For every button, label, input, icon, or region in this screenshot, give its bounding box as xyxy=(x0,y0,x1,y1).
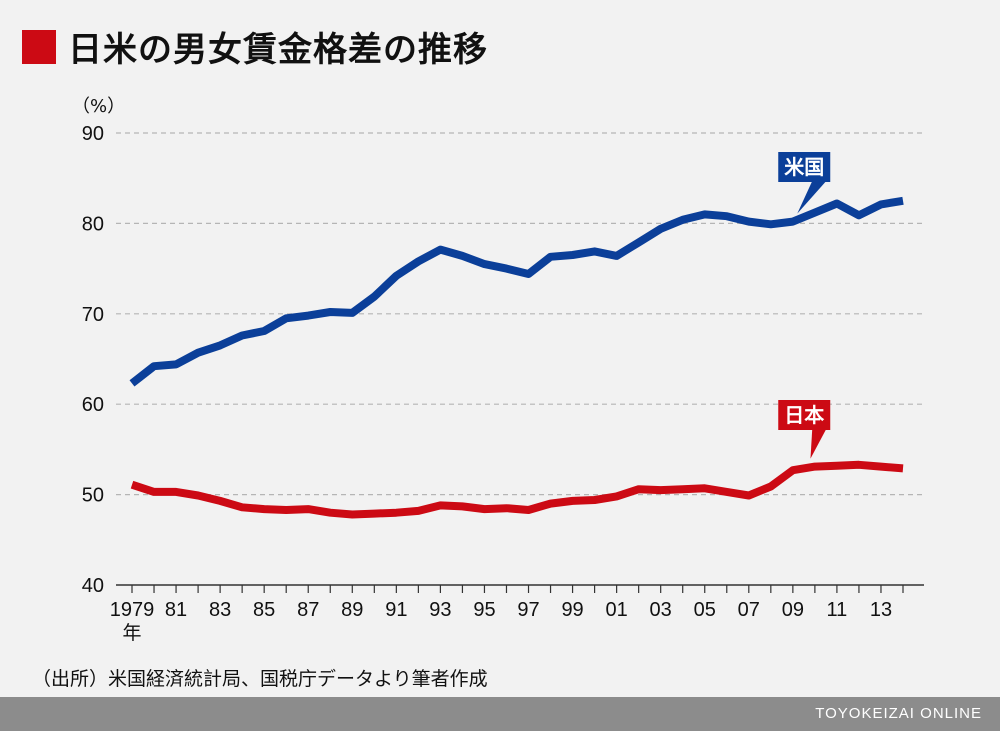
x-tick-label: 85 xyxy=(253,599,275,621)
x-tick-label: 91 xyxy=(385,599,407,621)
series-label-pointer xyxy=(810,429,827,459)
x-tick-label: 1979 xyxy=(110,599,155,621)
x-tick-label: 89 xyxy=(341,599,363,621)
x-tick-label: 83 xyxy=(209,599,231,621)
y-tick-label: 80 xyxy=(82,213,104,235)
x-tick-label: 11 xyxy=(827,599,848,621)
series-line-us xyxy=(129,196,904,387)
series-line-japan xyxy=(130,460,904,519)
series-layer xyxy=(129,196,904,519)
series-label-box xyxy=(778,152,831,182)
x-year-suffix: 年 xyxy=(122,622,141,644)
series-label-text: 日本 xyxy=(784,403,824,427)
line-chart: （%） 40 50 60 70 80 90 1979 81 83 85 87 89 91 93 95 97 99 0… xyxy=(72,96,924,644)
x-tick-label: 87 xyxy=(297,599,319,621)
x-tick-label: 13 xyxy=(870,599,892,621)
y-tick-label: 40 xyxy=(82,575,104,597)
chart-title: 日米の男女賃金格差の推移 xyxy=(68,30,488,70)
x-tick-label: 93 xyxy=(429,599,451,621)
axis-layer: （%） 40 50 60 70 80 90 1979 81 83 85 87 89 91 93 95 97 99 0… xyxy=(72,96,924,644)
x-tick-label: 01 xyxy=(606,599,628,621)
grid-layer xyxy=(116,132,924,496)
y-tick-label: 90 xyxy=(82,123,104,145)
x-tick-label: 99 xyxy=(561,599,583,621)
footer-bar: TOYOKEIZAI ONLINE xyxy=(0,697,1000,731)
x-tick-label: 09 xyxy=(782,599,804,621)
series-label-box xyxy=(778,400,831,430)
y-tick-label: 60 xyxy=(82,394,104,416)
source-note: （出所）米国経済統計局、国税庁データより筆者作成 xyxy=(32,668,488,690)
x-tick-label: 07 xyxy=(738,599,760,621)
series-label-japan: 日本 xyxy=(778,400,831,459)
footer-brand: TOYOKEIZAI ONLINE xyxy=(815,705,982,722)
series-label-text: 米国 xyxy=(784,155,824,179)
y-tick-label: 70 xyxy=(82,304,104,326)
x-tick-label: 05 xyxy=(694,599,716,621)
title-block: 日米の男女賃金格差の推移 xyxy=(22,22,488,71)
series-label-us: 米国 xyxy=(778,152,831,214)
x-tick-label: 97 xyxy=(517,599,539,621)
x-tick-label: 03 xyxy=(650,599,672,621)
x-tick-label: 81 xyxy=(165,599,187,621)
x-tick-label: 95 xyxy=(473,599,495,621)
title-marker-square xyxy=(22,29,56,64)
series-label-pointer xyxy=(797,181,827,214)
y-unit-label: （%） xyxy=(72,96,125,117)
y-tick-label: 50 xyxy=(82,485,104,507)
